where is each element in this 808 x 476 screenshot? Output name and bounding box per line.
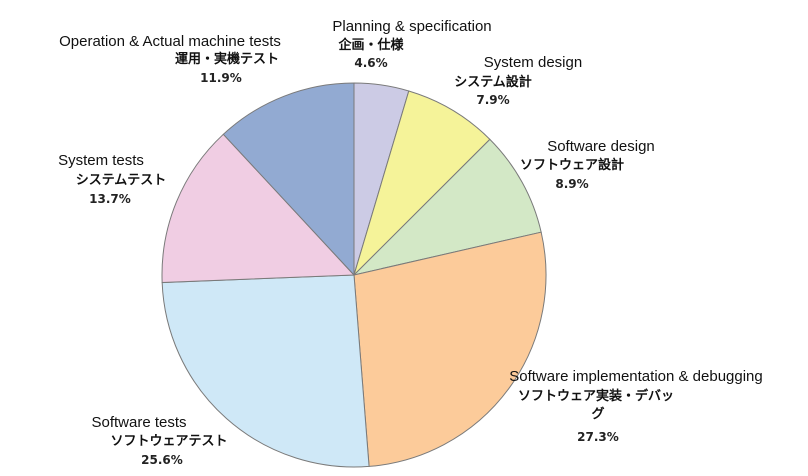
label-pct-planning: 4.6% (354, 56, 387, 70)
label-pct-system-tests: 13.7% (89, 192, 131, 206)
label-jp-software-implementation-line2: グ (591, 406, 604, 422)
label-jp-system-design: システム設計 (454, 74, 532, 90)
label-software-design: Software design ソフトウェア設計 8.9% (520, 138, 655, 191)
pie-slice-system-design (353, 90, 491, 276)
label-operation-tests: Operation & Actual machine tests 運用・実機テス… (59, 33, 281, 85)
pie-slices (161, 82, 547, 468)
pie-slice-software-design (352, 138, 542, 276)
label-en-operation-tests: Operation & Actual machine tests (59, 33, 281, 50)
label-en-software-tests: Software tests (91, 414, 186, 431)
label-software-implementation: Software implementation & debugging ソフトウ… (509, 368, 763, 444)
label-system-tests: System tests システムテスト 13.7% (58, 152, 166, 206)
label-pct-operation-tests: 11.9% (200, 71, 242, 85)
label-jp-software-design: ソフトウェア設計 (520, 157, 624, 173)
label-en-software-design: Software design (547, 138, 655, 155)
label-en-system-design: System design (484, 54, 582, 71)
label-pct-software-design: 8.9% (555, 177, 588, 191)
label-system-design: System design システム設計 7.9% (454, 54, 582, 107)
label-en-software-implementation: Software implementation & debugging (509, 368, 763, 385)
pie-slice-system-tests (161, 133, 356, 284)
pie-slice-operation-actual-machine-tests (222, 82, 355, 277)
label-software-tests: Software tests ソフトウェアテスト 25.6% (91, 414, 227, 467)
label-planning-specification: Planning & specification 企画・仕様 4.6% (332, 18, 491, 70)
label-pct-software-implementation: 27.3% (577, 430, 619, 444)
pie-slice-software-implementation-debugging (353, 231, 547, 467)
label-jp-operation-tests: 運用・実機テスト (175, 51, 279, 67)
pie-slice-software-tests (161, 274, 370, 468)
label-jp-software-implementation-line1: ソフトウェア実装・デバッ (518, 388, 674, 404)
label-pct-system-design: 7.9% (476, 93, 509, 107)
label-pct-software-tests: 25.6% (141, 453, 183, 467)
label-en-planning: Planning & specification (332, 18, 491, 35)
label-jp-software-tests: ソフトウェアテスト (110, 434, 227, 449)
label-jp-system-tests: システムテスト (76, 173, 167, 188)
label-jp-planning: 企画・仕様 (337, 37, 404, 53)
label-en-system-tests: System tests (58, 152, 144, 169)
